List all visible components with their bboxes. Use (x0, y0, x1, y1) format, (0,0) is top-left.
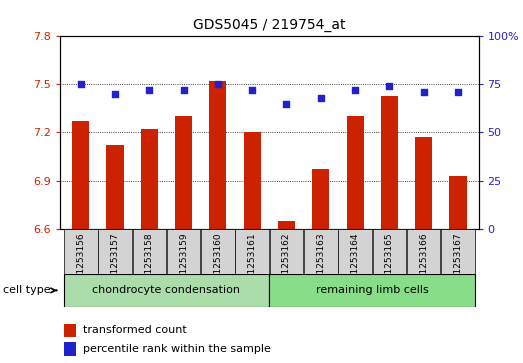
Bar (347, 117, 363, 229)
Text: GSM1253157: GSM1253157 (110, 232, 120, 293)
Text: GSM1253165: GSM1253165 (385, 232, 394, 293)
Text: GSM1253161: GSM1253161 (248, 232, 257, 293)
Text: GSM1253158: GSM1253158 (145, 232, 154, 293)
Point (454, 89, 462, 95)
Bar (372, 229, 406, 274)
Point (385, 83, 394, 89)
Bar (132, 229, 166, 274)
Point (111, 91, 119, 97)
Point (419, 89, 428, 95)
Text: GSM1253160: GSM1253160 (213, 232, 222, 293)
Point (248, 87, 256, 93)
Text: percentile rank within the sample: percentile rank within the sample (83, 344, 271, 354)
Text: cell type: cell type (3, 285, 56, 295)
Point (179, 87, 188, 93)
Bar (235, 229, 269, 274)
Bar (201, 229, 235, 274)
Bar (64, 323, 76, 337)
Text: GSM1253164: GSM1253164 (350, 232, 360, 293)
Bar (64, 274, 269, 307)
Point (214, 82, 222, 87)
Bar (244, 132, 261, 229)
Bar (304, 229, 337, 274)
Bar (64, 229, 97, 274)
Text: chondrocyte condensation: chondrocyte condensation (93, 285, 241, 295)
Bar (141, 129, 158, 229)
Bar (449, 176, 467, 229)
Point (282, 101, 291, 107)
Text: GSM1253167: GSM1253167 (453, 232, 462, 293)
Bar (98, 229, 132, 274)
Point (76, 82, 85, 87)
Bar (407, 229, 440, 274)
Point (145, 87, 153, 93)
Bar (269, 274, 475, 307)
Text: GSM1253159: GSM1253159 (179, 232, 188, 293)
Bar (72, 121, 89, 229)
Bar (167, 229, 200, 274)
Text: transformed count: transformed count (83, 325, 187, 335)
Title: GDS5045 / 219754_at: GDS5045 / 219754_at (193, 19, 346, 33)
Bar (64, 342, 76, 356)
Bar (415, 137, 432, 229)
Bar (381, 95, 398, 229)
Bar (441, 229, 475, 274)
Bar (209, 81, 226, 229)
Bar (312, 170, 329, 229)
Text: GSM1253166: GSM1253166 (419, 232, 428, 293)
Bar (107, 145, 123, 229)
Text: GSM1253156: GSM1253156 (76, 232, 85, 293)
Point (316, 95, 325, 101)
Bar (270, 229, 303, 274)
Bar (175, 117, 192, 229)
Bar (278, 221, 295, 229)
Text: GSM1253162: GSM1253162 (282, 232, 291, 293)
Text: remaining limb cells: remaining limb cells (316, 285, 429, 295)
Bar (338, 229, 372, 274)
Point (351, 87, 359, 93)
Text: GSM1253163: GSM1253163 (316, 232, 325, 293)
